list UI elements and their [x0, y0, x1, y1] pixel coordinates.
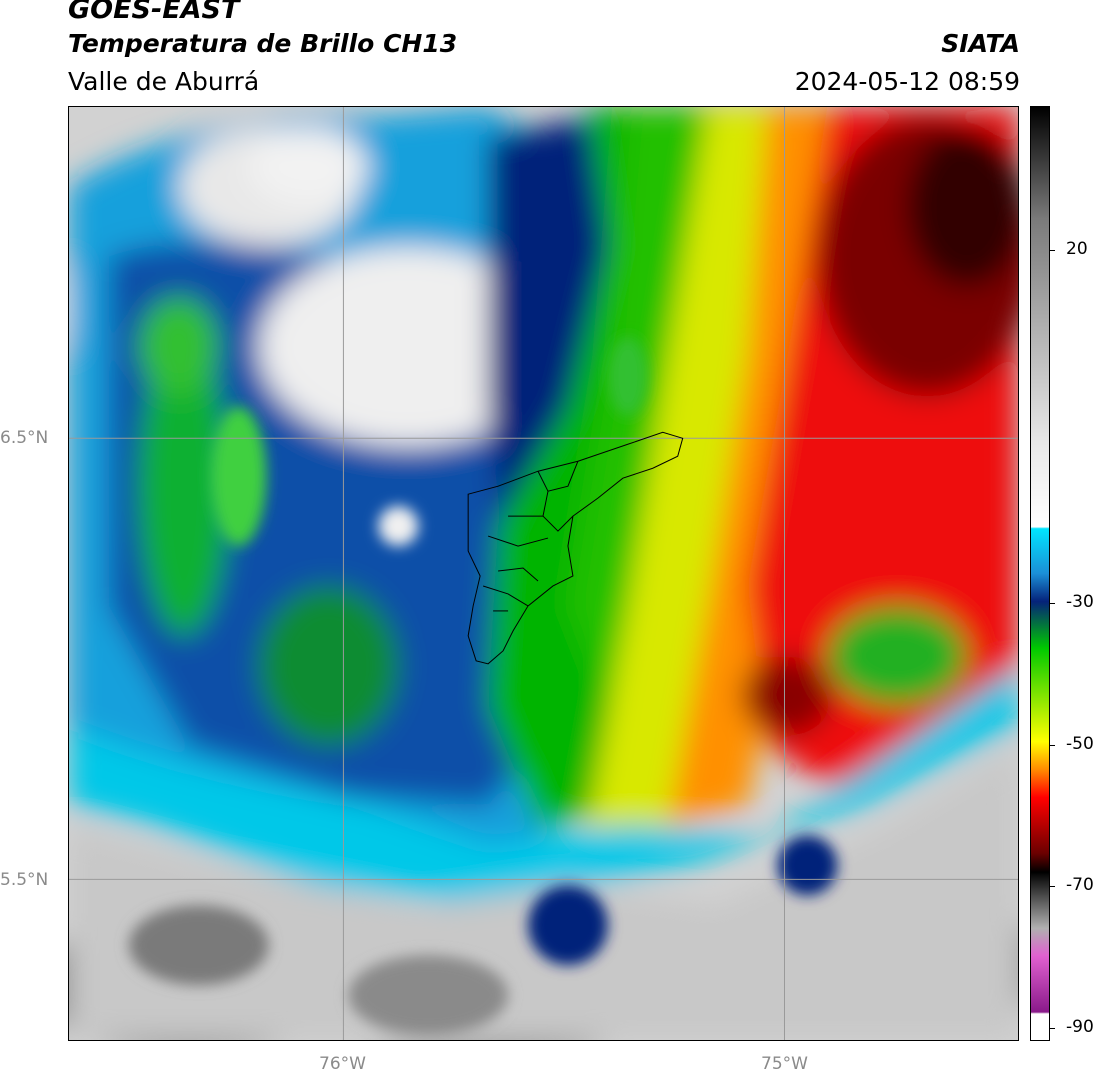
colorbar-tick-minus70	[1050, 886, 1055, 887]
colorbar-tick-minus50	[1050, 745, 1055, 746]
temperature-colorbar	[1030, 106, 1050, 1041]
colorbar-tick-20	[1050, 250, 1055, 251]
colorbar-label-20: 20	[1066, 239, 1088, 259]
product-title: Temperatura de Brillo CH13	[68, 29, 458, 58]
lon-label-75W: 75°W	[761, 1054, 808, 1074]
lat-label-6.5N: 6.5°N	[0, 428, 49, 448]
colorbar-tick-minus30	[1050, 603, 1055, 604]
datetime-label: 2024-05-12 08:59	[794, 67, 1020, 96]
colorbar-label-minus90: -90	[1066, 1017, 1094, 1037]
lon-label-76W: 76°W	[319, 1054, 366, 1074]
region-subtitle: Valle de Aburrá	[68, 67, 260, 96]
colorbar-label-minus30: -30	[1066, 592, 1094, 612]
satellite-title: GOES-EAST	[68, 0, 240, 25]
colorbar-label-minus70: -70	[1066, 875, 1094, 895]
satellite-map[interactable]	[68, 106, 1019, 1041]
brightness-temperature-field	[69, 107, 1018, 1040]
organization-label: SIATA	[941, 29, 1020, 58]
colorbar-label-minus50: -50	[1066, 734, 1094, 754]
colorbar-tick-minus90	[1050, 1028, 1055, 1029]
lat-label-5.5N: 5.5°N	[0, 870, 49, 890]
valle-de-aburra-boundary	[467, 431, 684, 665]
